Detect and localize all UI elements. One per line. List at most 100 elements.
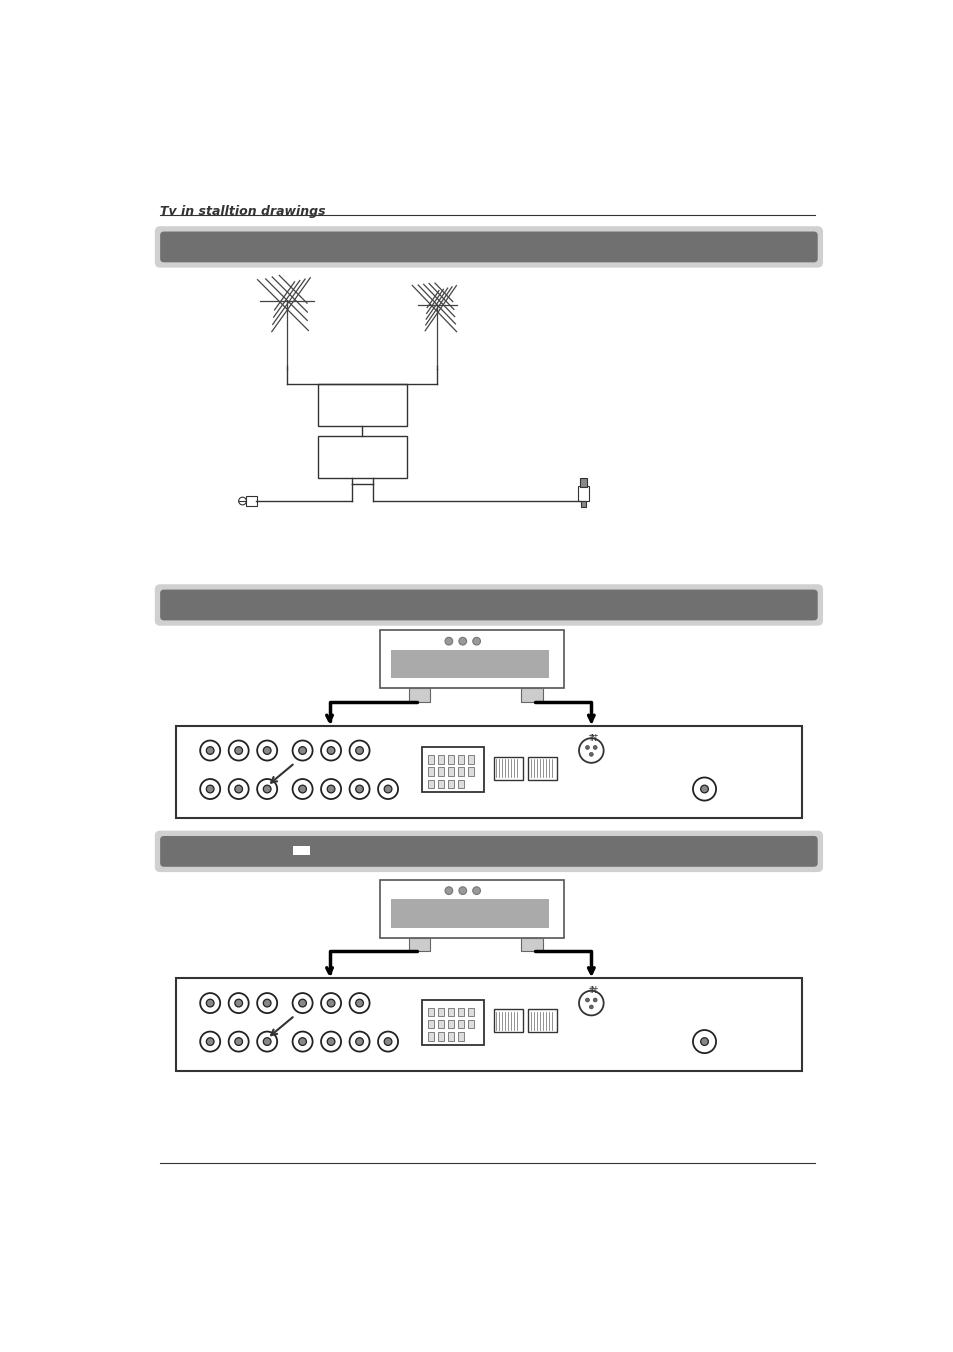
Circle shape [263,786,271,792]
Circle shape [473,637,480,645]
Bar [437,1033,444,1041]
Circle shape [692,1030,716,1053]
Bar [437,1019,444,1029]
Bar [428,756,434,764]
Circle shape [206,746,213,754]
Circle shape [444,887,453,895]
Bar [317,384,406,426]
FancyBboxPatch shape [160,589,817,621]
Bar [579,479,587,487]
FancyBboxPatch shape [155,831,821,872]
Bar [457,756,464,764]
Circle shape [377,1032,397,1052]
Circle shape [585,745,589,749]
Bar [293,846,309,856]
Circle shape [234,746,242,754]
Bar [580,502,585,507]
Circle shape [200,741,220,761]
Circle shape [321,779,341,799]
Circle shape [349,1032,369,1052]
Circle shape [206,999,213,1007]
Circle shape [458,887,466,895]
Circle shape [384,1038,392,1045]
Bar [468,1007,474,1017]
Bar [448,1007,454,1017]
Circle shape [349,994,369,1013]
Circle shape [293,994,313,1013]
Circle shape [234,1038,242,1045]
Circle shape [327,786,335,792]
Circle shape [355,999,363,1007]
Bar [457,768,464,776]
Circle shape [298,1038,306,1045]
Bar [448,780,454,788]
Bar [246,496,257,507]
Circle shape [585,998,589,1002]
Bar [457,1007,464,1017]
Text: IN: IN [588,734,597,742]
Circle shape [377,779,397,799]
Bar [520,688,542,702]
Circle shape [234,999,242,1007]
Circle shape [473,887,480,895]
Bar [379,630,564,688]
Circle shape [293,1032,313,1052]
Circle shape [321,994,341,1013]
Bar [437,780,444,788]
Circle shape [263,999,271,1007]
Bar [428,1019,434,1029]
Bar [528,757,557,780]
Bar [409,688,430,702]
Circle shape [298,999,306,1007]
Circle shape [692,777,716,800]
Circle shape [263,1038,271,1045]
Bar [457,1019,464,1029]
Bar [448,756,454,764]
Circle shape [263,746,271,754]
Bar [468,756,474,764]
Circle shape [257,994,277,1013]
Circle shape [593,998,597,1002]
Bar [437,756,444,764]
Bar [428,1007,434,1017]
Circle shape [349,779,369,799]
Circle shape [321,1032,341,1052]
Circle shape [589,1005,593,1009]
Circle shape [229,741,249,761]
Bar [317,435,406,479]
Circle shape [355,746,363,754]
Bar [421,1000,483,1045]
Bar [175,979,801,1071]
Bar [493,757,522,780]
Bar [457,780,464,788]
Circle shape [298,746,306,754]
Circle shape [355,1038,363,1045]
Bar [520,938,542,952]
Bar [448,1033,454,1041]
Bar [437,1007,444,1017]
Bar [493,1009,522,1033]
Circle shape [349,741,369,761]
Circle shape [257,741,277,761]
Bar [448,768,454,776]
Bar [448,1019,454,1029]
Circle shape [327,746,335,754]
FancyBboxPatch shape [155,227,821,266]
Circle shape [458,637,466,645]
Text: Tv in stalltion drawings: Tv in stalltion drawings [160,206,325,219]
Circle shape [206,786,213,792]
Circle shape [578,991,603,1015]
Circle shape [298,786,306,792]
Circle shape [700,786,708,792]
Bar [437,768,444,776]
FancyBboxPatch shape [160,836,817,867]
Text: IN: IN [588,986,597,995]
Bar [468,1019,474,1029]
Circle shape [327,999,335,1007]
Bar [457,1033,464,1041]
Bar [468,768,474,776]
Circle shape [229,1032,249,1052]
Circle shape [200,994,220,1013]
Circle shape [229,779,249,799]
Circle shape [293,779,313,799]
